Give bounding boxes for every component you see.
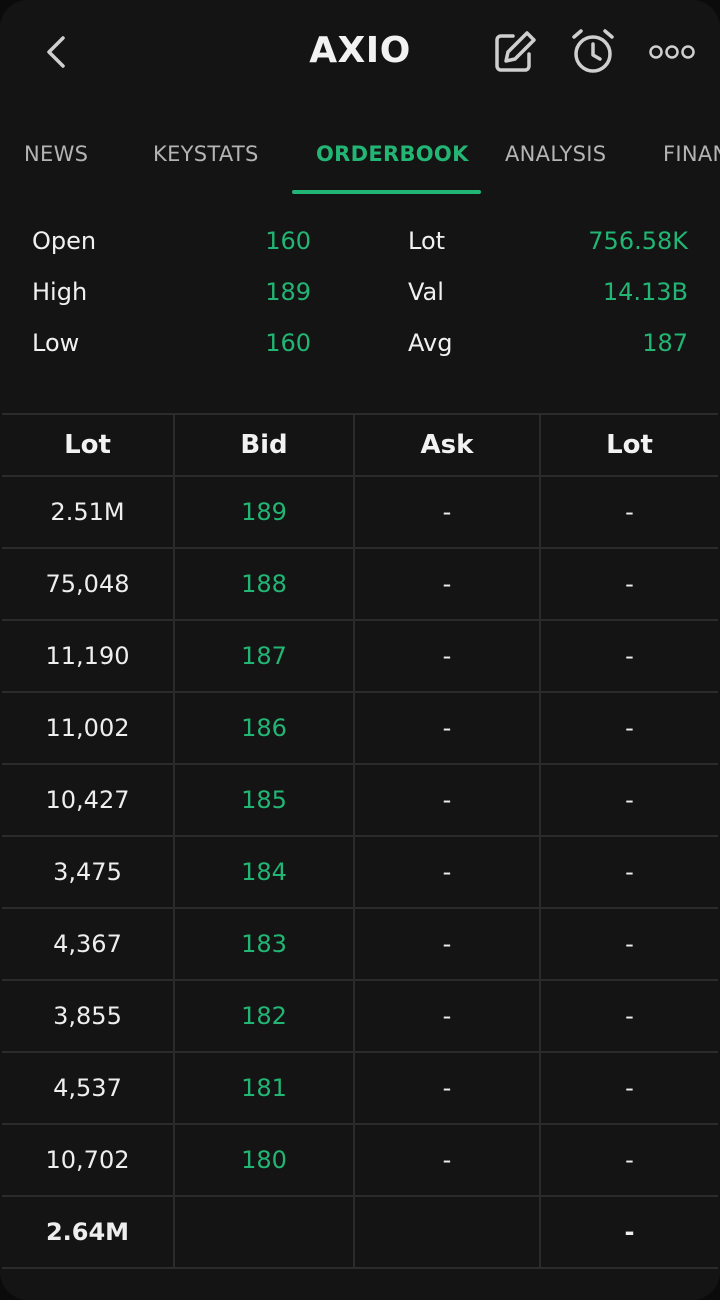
ask-lot-cell: - xyxy=(625,498,634,526)
ask-lot-cell: - xyxy=(625,642,634,670)
alarm-button[interactable] xyxy=(569,28,617,76)
bid-lot-cell: 2.51M xyxy=(2,477,175,547)
bid-price-cell: 181 xyxy=(175,1053,355,1123)
stat-high-value: 189 xyxy=(265,278,311,306)
bid-price-cell: 186 xyxy=(175,693,355,763)
table-row[interactable]: 3,475 184 - - xyxy=(2,835,718,907)
bid-price-cell: 185 xyxy=(175,765,355,835)
ask-price-cell: - xyxy=(355,909,541,979)
tab-analysis[interactable]: ANALYSIS xyxy=(505,142,607,166)
tab-bar: NEWS KEYSTATS ORDERBOOK ANALYSIS FINAN xyxy=(0,112,720,196)
stat-open-value: 160 xyxy=(265,227,311,255)
tab-news[interactable]: NEWS xyxy=(24,142,89,166)
page-title: AXIO xyxy=(309,30,411,71)
orderbook-table: Lot Bid Ask Lot 2.51M 189 - - 75,048 188… xyxy=(2,413,718,1269)
table-row[interactable]: 4,367 183 - - xyxy=(2,907,718,979)
total-bid xyxy=(175,1197,355,1267)
ask-price-cell: - xyxy=(355,621,541,691)
header-bid: Bid xyxy=(175,415,355,475)
stats-panel: Open 160 High 189 Low 160 Lot 756.58K Va… xyxy=(0,210,720,380)
chevron-left-icon xyxy=(47,36,65,68)
edit-button[interactable] xyxy=(491,28,539,76)
bid-lot-cell: 75,048 xyxy=(2,549,175,619)
bid-lot-cell: 11,002 xyxy=(2,693,175,763)
header-ask: Ask xyxy=(355,415,541,475)
stat-lot-label: Lot xyxy=(408,227,446,255)
back-button[interactable] xyxy=(34,30,78,74)
ask-price-cell: - xyxy=(355,837,541,907)
ask-lot-cell: - xyxy=(625,570,634,598)
active-tab-indicator xyxy=(292,190,481,194)
ask-price-cell: - xyxy=(355,1053,541,1123)
ask-price-cell: - xyxy=(355,765,541,835)
ask-price-cell: - xyxy=(355,693,541,763)
table-row[interactable]: 10,427 185 - - xyxy=(2,763,718,835)
ask-lot-cell: - xyxy=(625,930,634,958)
ask-lot-cell: - xyxy=(625,1002,634,1030)
app-header: AXIO xyxy=(0,0,720,105)
alarm-clock-icon xyxy=(572,29,614,73)
ask-lot-cell: - xyxy=(625,714,634,742)
ask-price-cell: - xyxy=(355,1125,541,1195)
ask-lot-cell: - xyxy=(625,1146,634,1174)
bid-lot-cell: 4,367 xyxy=(2,909,175,979)
stat-avg-label: Avg xyxy=(408,329,453,357)
table-row[interactable]: 75,048 188 - - xyxy=(2,547,718,619)
bid-price-cell: 182 xyxy=(175,981,355,1051)
ask-lot-cell: - xyxy=(625,858,634,886)
tab-keystats[interactable]: KEYSTATS xyxy=(153,142,259,166)
stat-avg-value: 187 xyxy=(642,329,688,357)
stat-high-label: High xyxy=(32,278,88,306)
header-ask-lot: Lot xyxy=(606,430,653,460)
bid-price-cell: 183 xyxy=(175,909,355,979)
table-row[interactable]: 11,002 186 - - xyxy=(2,691,718,763)
stat-val-label: Val xyxy=(408,278,444,306)
ask-lot-cell: - xyxy=(625,1074,634,1102)
table-header-row: Lot Bid Ask Lot xyxy=(2,413,718,475)
table-row[interactable]: 4,537 181 - - xyxy=(2,1051,718,1123)
stat-low-label: Low xyxy=(32,329,80,357)
bid-price-cell: 184 xyxy=(175,837,355,907)
stat-low-value: 160 xyxy=(265,329,311,357)
bid-lot-cell: 10,702 xyxy=(2,1125,175,1195)
table-total-row: 2.64M - xyxy=(2,1195,718,1267)
total-ask xyxy=(355,1197,541,1267)
bid-price-cell: 180 xyxy=(175,1125,355,1195)
bid-price-cell: 188 xyxy=(175,549,355,619)
table-row[interactable]: 3,855 182 - - xyxy=(2,979,718,1051)
table-bottom-border xyxy=(2,1267,718,1269)
total-bid-lot: 2.64M xyxy=(2,1197,175,1267)
ask-price-cell: - xyxy=(355,477,541,547)
bid-lot-cell: 10,427 xyxy=(2,765,175,835)
tab-financials[interactable]: FINAN xyxy=(663,142,720,166)
more-button[interactable] xyxy=(648,28,696,76)
stat-lot-value: 756.58K xyxy=(588,227,688,255)
bid-lot-cell: 11,190 xyxy=(2,621,175,691)
table-row[interactable]: 2.51M 189 - - xyxy=(2,475,718,547)
bid-price-cell: 187 xyxy=(175,621,355,691)
header-bid-lot: Lot xyxy=(2,415,175,475)
table-row[interactable]: 11,190 187 - - xyxy=(2,619,718,691)
ask-price-cell: - xyxy=(355,981,541,1051)
bid-lot-cell: 4,537 xyxy=(2,1053,175,1123)
more-horizontal-icon xyxy=(649,45,695,59)
stat-open-label: Open xyxy=(32,227,97,255)
bid-lot-cell: 3,475 xyxy=(2,837,175,907)
ask-lot-cell: - xyxy=(625,786,634,814)
bid-price-cell: 189 xyxy=(175,477,355,547)
edit-icon xyxy=(495,31,536,72)
tab-orderbook[interactable]: ORDERBOOK xyxy=(316,142,469,166)
bid-lot-cell: 3,855 xyxy=(2,981,175,1051)
table-row[interactable]: 10,702 180 - - xyxy=(2,1123,718,1195)
ask-price-cell: - xyxy=(355,549,541,619)
stat-val-value: 14.13B xyxy=(602,278,688,306)
total-ask-lot: - xyxy=(624,1218,635,1246)
